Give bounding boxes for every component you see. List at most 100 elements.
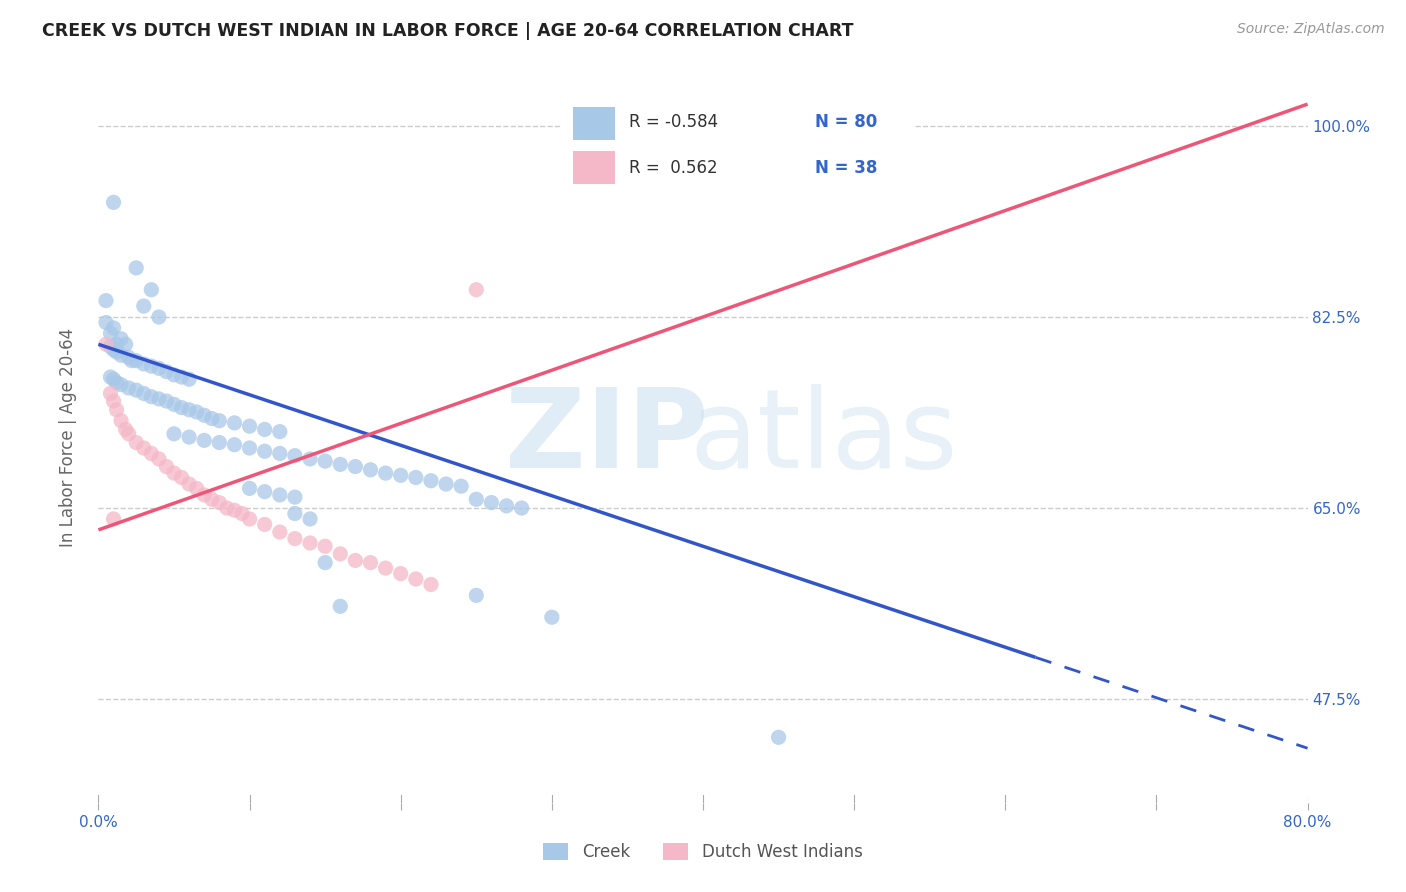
Point (420, 474, 443, 488)
Point (103, 372, 125, 386)
Point (510, 501, 533, 516)
Point (253, 422, 276, 436)
Point (121, 353, 143, 368)
Point (253, 517, 276, 532)
Point (103, 394, 125, 409)
Point (737, 141, 759, 155)
Point (329, 458, 352, 472)
Point (186, 405, 208, 419)
Point (103, 195, 125, 210)
Point (155, 394, 177, 409)
Point (148, 451, 170, 466)
Text: atlas: atlas (690, 384, 957, 491)
Point (186, 482, 208, 496)
Point (405, 470, 427, 484)
Point (208, 435, 231, 450)
Point (208, 414, 231, 428)
Point (170, 370, 193, 384)
Point (125, 353, 148, 368)
Point (118, 351, 141, 365)
Point (105, 345, 128, 359)
Point (284, 449, 307, 463)
Point (405, 572, 427, 586)
Point (94, 293, 117, 308)
Point (179, 477, 201, 491)
Point (299, 536, 322, 550)
Point (141, 359, 163, 373)
Point (148, 310, 170, 324)
Point (253, 444, 276, 458)
Point (224, 503, 246, 517)
Point (163, 368, 186, 382)
Point (163, 466, 186, 480)
Text: R = -0.584: R = -0.584 (630, 113, 718, 131)
Point (239, 441, 262, 455)
FancyBboxPatch shape (555, 92, 921, 198)
Point (118, 426, 141, 441)
Point (314, 556, 336, 570)
Bar (574, 151, 614, 184)
Point (374, 561, 396, 575)
Point (215, 501, 238, 516)
Point (239, 482, 262, 496)
Point (103, 512, 125, 526)
Point (269, 524, 291, 539)
Point (155, 365, 177, 379)
Point (105, 376, 128, 390)
Point (155, 459, 177, 474)
Y-axis label: In Labor Force | Age 20-64: In Labor Force | Age 20-64 (59, 327, 77, 547)
Point (132, 441, 155, 455)
Point (269, 488, 291, 502)
Point (299, 512, 322, 526)
Text: Source: ZipAtlas.com: Source: ZipAtlas.com (1237, 22, 1385, 37)
Point (360, 463, 382, 477)
Point (110, 348, 132, 362)
Bar (574, 107, 614, 140)
Point (389, 468, 412, 483)
Point (360, 556, 382, 570)
Point (141, 446, 163, 460)
Point (148, 392, 170, 406)
Point (170, 401, 193, 415)
Point (208, 495, 231, 509)
Text: N = 38: N = 38 (815, 159, 877, 177)
Point (110, 414, 132, 428)
Point (239, 512, 262, 526)
Point (224, 438, 246, 452)
Point (768, 731, 790, 745)
Point (132, 386, 155, 401)
Point (253, 484, 276, 499)
Point (114, 422, 136, 436)
Point (434, 477, 457, 491)
Point (329, 547, 352, 561)
Point (125, 383, 148, 397)
Point (231, 507, 253, 521)
Point (374, 466, 396, 480)
Text: ZIP: ZIP (505, 384, 709, 491)
Point (105, 337, 128, 351)
Point (179, 372, 201, 386)
Point (125, 260, 148, 275)
Point (148, 361, 170, 376)
Point (465, 283, 488, 297)
Point (110, 332, 132, 346)
Point (103, 321, 125, 335)
Point (314, 539, 336, 553)
Point (94, 337, 117, 351)
Point (540, 610, 562, 624)
Text: R =  0.562: R = 0.562 (630, 159, 718, 177)
Point (420, 577, 443, 591)
Point (201, 411, 224, 425)
Point (179, 430, 201, 444)
Point (481, 495, 503, 509)
Point (141, 283, 163, 297)
Point (163, 397, 186, 411)
Point (314, 454, 336, 468)
Point (105, 402, 128, 417)
Point (224, 416, 246, 430)
Text: CREEK VS DUTCH WEST INDIAN IN LABOR FORCE | AGE 20-64 CORRELATION CHART: CREEK VS DUTCH WEST INDIAN IN LABOR FORC… (42, 22, 853, 40)
Point (465, 492, 488, 507)
Point (118, 381, 141, 395)
Point (329, 599, 352, 614)
Point (103, 343, 125, 357)
